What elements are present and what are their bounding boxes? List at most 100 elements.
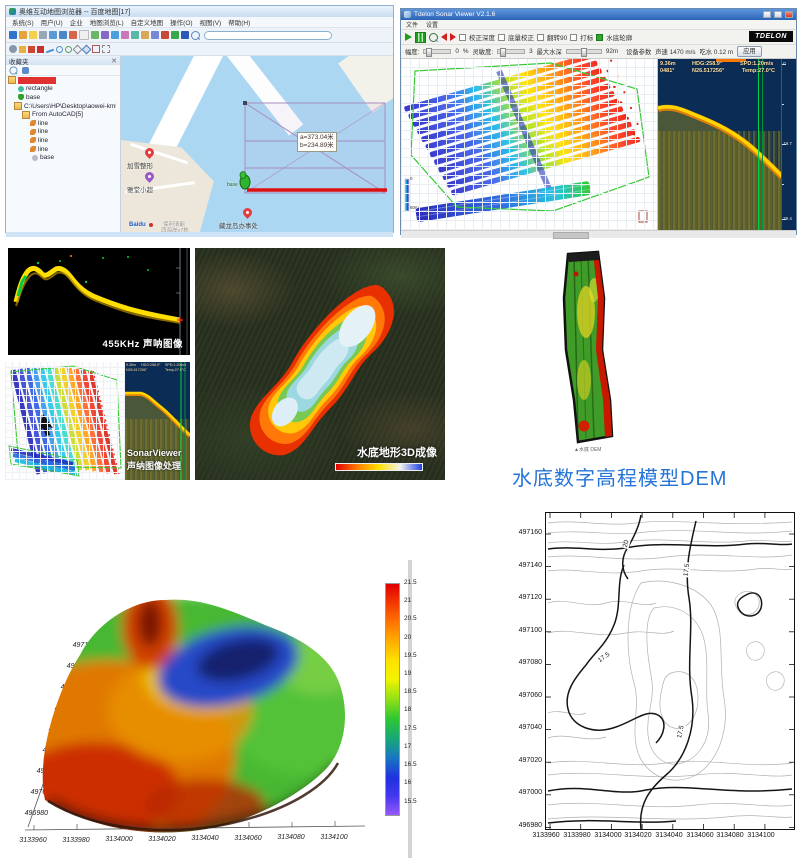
close-button[interactable] [785, 11, 793, 18]
redo-icon[interactable] [59, 31, 67, 39]
checkbox-bottom-calib[interactable] [498, 33, 505, 41]
checkbox-correct-depth[interactable] [459, 33, 466, 41]
refresh-icon[interactable] [131, 31, 139, 39]
polyline-icon[interactable] [45, 48, 55, 53]
y-axis-tick: 497120 [518, 594, 542, 601]
sensitivity-label: 灵敏度: [472, 49, 494, 56]
menu-map-browse[interactable]: 地图浏览(L) [89, 20, 124, 27]
checkbox-flip[interactable] [537, 33, 544, 41]
line-icon [30, 128, 36, 135]
rect-tool-icon[interactable] [81, 44, 92, 54]
pause-columns-icon[interactable] [415, 31, 426, 43]
print-icon[interactable] [39, 31, 47, 39]
circle-tool-icon[interactable] [56, 45, 63, 53]
map-browser-window: 奥维互动地图浏览器 -- 百度地图[17] 系统(S) 用户(U) 企业 地图浏… [5, 5, 394, 237]
processed-profile-plot [125, 362, 190, 480]
survey-track-view[interactable]: 0 60m [401, 59, 659, 230]
max-depth-slider[interactable] [565, 48, 602, 57]
undo-icon[interactable] [49, 31, 57, 39]
map-window-titlebar[interactable]: 奥维互动地图浏览器 -- 百度地图[17] [6, 6, 393, 17]
base-marker-label: base [227, 182, 238, 188]
tree-item-base2[interactable]: base [6, 153, 120, 162]
tree-item-rectangle[interactable]: rectangle [6, 85, 120, 94]
shape-icon [18, 85, 24, 92]
tree-item-line[interactable]: line [6, 119, 120, 128]
gain-slider[interactable] [423, 48, 452, 57]
scrollbar-thumb[interactable] [553, 232, 589, 239]
menu-enterprise[interactable]: 企业 [69, 20, 83, 27]
map-toolbar-main [6, 28, 393, 43]
pan-icon[interactable] [9, 45, 17, 53]
maximize-button[interactable] [774, 11, 782, 18]
baidu-logo: Baidu [129, 222, 146, 228]
measure-a: a=373.04米 [300, 134, 334, 141]
step-forward-icon[interactable] [450, 33, 456, 41]
menu-operate[interactable]: 操作(O) [170, 20, 193, 27]
draw-line-icon[interactable] [101, 31, 109, 39]
sonar-455-profile [13, 248, 188, 355]
menu-view[interactable]: 视图(V) [199, 20, 222, 27]
search-icon[interactable] [191, 30, 200, 40]
pin-icon[interactable] [28, 45, 35, 53]
x-axis-tick: 3134080 [716, 832, 744, 839]
save-icon[interactable] [9, 31, 17, 39]
menu-system[interactable]: 系统(S) [12, 20, 34, 27]
message-icon[interactable] [171, 31, 179, 39]
map-view[interactable]: a=373.04米 b=234.89米 base 加雪整形 雅堂小超 藏龙岛办事… [121, 56, 393, 232]
select-region-icon[interactable] [102, 45, 110, 53]
sonar-app-icon [404, 11, 411, 18]
checkbox-label: 翻转90 [547, 35, 568, 42]
sensitivity-slider[interactable] [497, 48, 526, 57]
crop-icon[interactable] [92, 45, 100, 53]
layers-icon[interactable] [141, 31, 149, 39]
colorbar-tick: 19 [404, 670, 412, 677]
tree-item-autocad[interactable]: From AutoCAD[5] [6, 110, 120, 119]
tree-search-icon[interactable] [9, 65, 18, 75]
rotate-icon[interactable] [121, 31, 129, 39]
play-icon[interactable] [405, 33, 412, 41]
ellipse-tool-icon[interactable] [65, 45, 72, 53]
tree-filter-icon[interactable] [22, 66, 29, 74]
checkbox-mark[interactable] [570, 33, 578, 41]
tree-item-selected[interactable] [6, 76, 120, 85]
step-back-icon[interactable] [441, 33, 447, 41]
flag-icon[interactable] [19, 45, 26, 53]
minimize-button[interactable] [763, 11, 771, 18]
page-icon[interactable] [79, 30, 89, 40]
tree-item-line[interactable]: line [6, 128, 120, 137]
menu-custom-map[interactable]: 自定义地图 [130, 20, 164, 27]
menu-settings[interactable]: 设置 [426, 23, 439, 29]
menu-user[interactable]: 用户(U) [40, 20, 63, 27]
y-axis-tick: 497020 [518, 757, 542, 764]
checkbox-bottom-contour[interactable] [596, 33, 604, 41]
folder-icon[interactable] [29, 31, 37, 39]
tree-item-line[interactable]: line [6, 136, 120, 145]
pin2-icon[interactable] [37, 45, 44, 53]
apply-button[interactable]: 应用 [737, 46, 762, 57]
dem-strip-image [562, 250, 614, 444]
zoom-icon[interactable] [429, 32, 438, 42]
draw-path-icon[interactable] [111, 31, 119, 39]
colorbar-tick: 18 [404, 706, 412, 713]
tree-item-line[interactable]: line [6, 145, 120, 154]
favorites-panel: 收藏夹 ✕ rectangle base [6, 56, 121, 232]
globe-icon[interactable] [151, 31, 159, 39]
panel-close-icon[interactable]: ✕ [111, 57, 117, 65]
playback-scrollbar[interactable] [401, 230, 796, 239]
measure-icon[interactable] [91, 31, 99, 39]
menu-file[interactable]: 文件 [406, 23, 419, 29]
info-icon[interactable] [181, 31, 189, 39]
tree-item-base[interactable]: base [6, 93, 120, 102]
favorite-icon[interactable] [19, 31, 27, 39]
tools-icon[interactable] [161, 31, 169, 39]
dot-icon [32, 154, 38, 161]
tree-item-path[interactable]: C:\Users\HP\Desktop\aowei-kml\rectangle-… [6, 102, 120, 111]
map-window-title: 奥维互动地图浏览器 -- 百度地图[17] [19, 8, 131, 16]
menu-help[interactable]: 帮助(H) [228, 20, 251, 27]
sonar-window-title: Tdelon Sonar Viewer V2.1.6 [414, 11, 496, 18]
map-search-input[interactable] [204, 30, 332, 40]
mini-scale-top: 0 [410, 176, 413, 181]
marker-icon[interactable] [69, 31, 77, 39]
sonar-titlebar[interactable]: Tdelon Sonar Viewer V2.1.6 [401, 9, 796, 20]
sonar-waterfall-view[interactable]: 9.36m HDG:258.9° SPD:1.20m/s 0481° N26.5… [658, 59, 782, 230]
